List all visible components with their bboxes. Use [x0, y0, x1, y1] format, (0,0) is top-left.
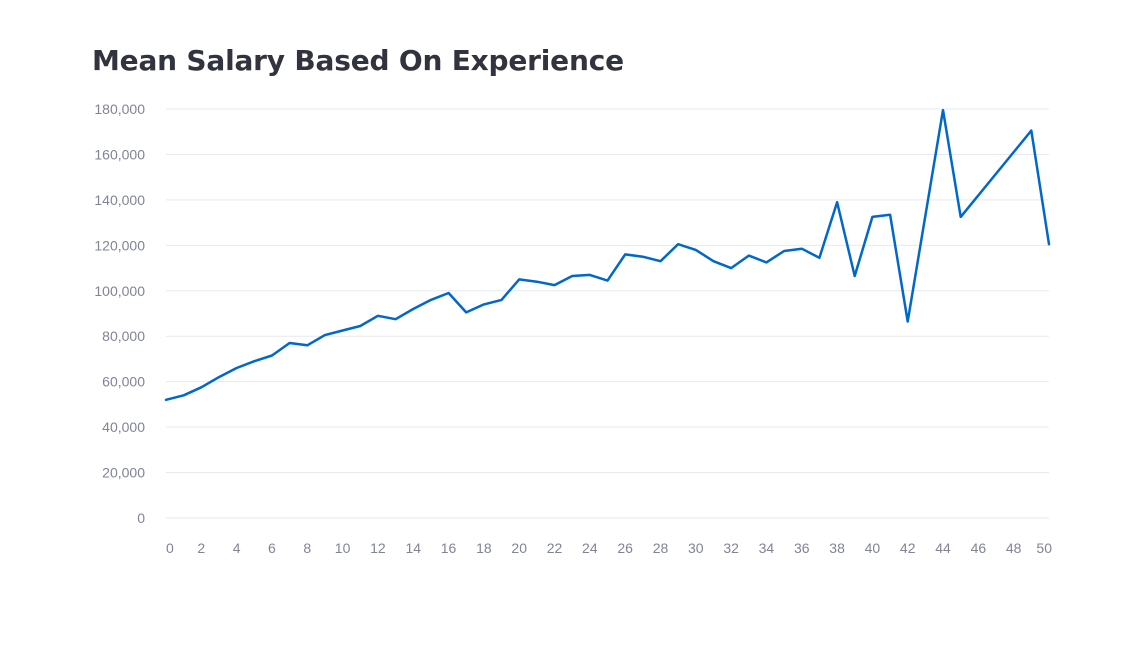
data-point[interactable]: [1046, 241, 1052, 247]
y-tick-label: 120,000: [94, 237, 145, 253]
data-point[interactable]: [622, 251, 628, 257]
data-point[interactable]: [375, 313, 381, 319]
y-tick-label: 0: [137, 510, 145, 526]
data-point[interactable]: [428, 297, 434, 303]
data-point[interactable]: [198, 384, 204, 390]
x-tick-label: 18: [476, 540, 492, 556]
data-point[interactable]: [322, 332, 328, 338]
data-point[interactable]: [304, 342, 310, 348]
x-tick-label: 36: [794, 540, 810, 556]
data-point[interactable]: [569, 273, 575, 279]
series-line-0: [164, 108, 1051, 402]
data-point[interactable]: [463, 309, 469, 315]
data-point[interactable]: [357, 323, 363, 329]
data-point[interactable]: [587, 272, 593, 278]
x-tick-label: 22: [547, 540, 563, 556]
data-point[interactable]: [728, 265, 734, 271]
y-tick-label: 160,000: [94, 146, 145, 162]
data-point[interactable]: [834, 199, 840, 205]
data-point[interactable]: [181, 392, 187, 398]
gridlines: [166, 108, 1049, 519]
data-point[interactable]: [534, 279, 540, 285]
x-tick-label: 12: [370, 540, 386, 556]
x-tick-label: 10: [335, 540, 351, 556]
y-axis: 0 20,000 40,000 60,000 80,000 100,000 120,000 1…: [94, 101, 145, 526]
data-point[interactable]: [340, 328, 346, 334]
data-point[interactable]: [163, 397, 169, 403]
x-tick-label: 38: [829, 540, 845, 556]
x-tick-label: 50: [1036, 540, 1052, 556]
x-tick-label: 26: [617, 540, 633, 556]
x-tick-label: 8: [303, 540, 311, 556]
data-point[interactable]: [675, 241, 681, 247]
data-point[interactable]: [940, 107, 946, 113]
x-tick-label: 4: [233, 540, 241, 556]
data-point[interactable]: [799, 246, 805, 252]
x-tick-label: 6: [268, 540, 276, 556]
data-point[interactable]: [516, 276, 522, 282]
x-tick-label: 34: [759, 540, 775, 556]
x-tick-label: 2: [197, 540, 205, 556]
chart-title: Mean Salary Based On Experience: [92, 44, 624, 77]
y-tick-label: 20,000: [102, 465, 145, 481]
x-tick-label: 42: [900, 540, 916, 556]
x-tick-label: 48: [1006, 540, 1022, 556]
data-point[interactable]: [640, 254, 646, 260]
data-point[interactable]: [746, 253, 752, 259]
x-tick-label: 16: [441, 540, 457, 556]
x-tick-label: 14: [405, 540, 421, 556]
data-point[interactable]: [657, 258, 663, 264]
y-tick-label: 80,000: [102, 328, 145, 344]
data-point[interactable]: [905, 318, 911, 324]
y-tick-label: 140,000: [94, 192, 145, 208]
x-tick-label: 46: [971, 540, 987, 556]
y-tick-label: 60,000: [102, 374, 145, 390]
x-axis: 0 2 4 6 8 10 12 14 16 18 20 22 24 26 28 30 32 34 36 38 40 42 4…: [166, 540, 1052, 556]
data-point[interactable]: [446, 290, 452, 296]
x-tick-label: 30: [688, 540, 704, 556]
data-point[interactable]: [869, 214, 875, 220]
data-point[interactable]: [693, 247, 699, 253]
data-point[interactable]: [763, 259, 769, 265]
data-point[interactable]: [887, 212, 893, 218]
data-point[interactable]: [251, 358, 257, 364]
x-tick-label: 28: [653, 540, 669, 556]
x-tick-label: 44: [935, 540, 951, 556]
data-point[interactable]: [481, 301, 487, 307]
x-tick-label: 32: [723, 540, 739, 556]
data-point[interactable]: [781, 248, 787, 254]
data-point[interactable]: [287, 340, 293, 346]
data-point[interactable]: [605, 278, 611, 284]
data-point[interactable]: [816, 255, 822, 261]
data-point[interactable]: [499, 297, 505, 303]
data-point[interactable]: [410, 306, 416, 312]
y-tick-label: 40,000: [102, 419, 145, 435]
data-point[interactable]: [958, 214, 964, 220]
x-tick-label: 24: [582, 540, 598, 556]
data-point[interactable]: [852, 273, 858, 279]
data-point[interactable]: [216, 374, 222, 380]
x-tick-label: 0: [166, 540, 174, 556]
y-tick-label: 100,000: [94, 283, 145, 299]
data-point[interactable]: [269, 353, 275, 359]
data-point[interactable]: [234, 365, 240, 371]
data-point[interactable]: [393, 316, 399, 322]
series-layer: [163, 107, 1052, 403]
y-tick-label: 180,000: [94, 101, 145, 117]
x-tick-label: 20: [511, 540, 527, 556]
data-point[interactable]: [1028, 128, 1034, 134]
data-point[interactable]: [552, 282, 558, 288]
data-point[interactable]: [710, 258, 716, 264]
x-tick-label: 40: [865, 540, 881, 556]
